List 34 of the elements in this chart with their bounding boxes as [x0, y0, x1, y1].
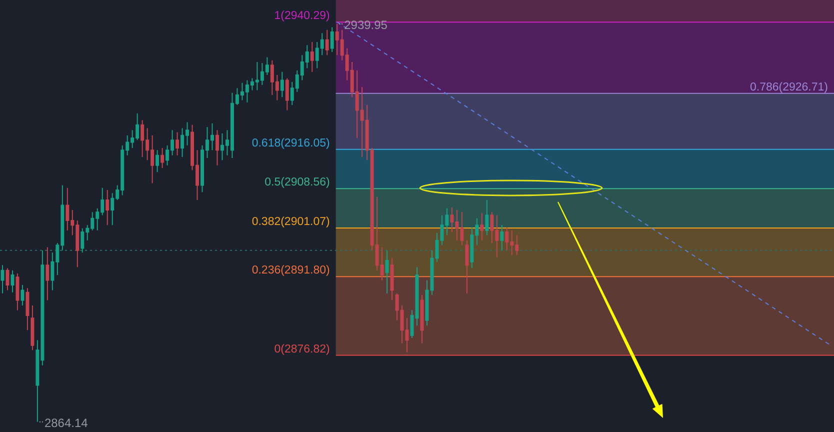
- ref-line-label: 0.786(2926.71): [750, 81, 828, 94]
- ref-line-label: 0.618(2916.05): [252, 137, 330, 150]
- candlestick: [310, 41, 314, 72]
- candlestick: [280, 71, 284, 98]
- candlestick: [160, 148, 164, 168]
- candlestick: [390, 258, 394, 301]
- candlestick: [485, 199, 489, 236]
- ref-line-label: 0.236(2891.80): [252, 264, 330, 277]
- candlestick: [330, 26, 334, 52]
- candlestick: [215, 130, 219, 166]
- candlestick: [10, 270, 14, 293]
- candlestick: [285, 78, 289, 111]
- text: 2939.95: [344, 18, 388, 32]
- candlestick: [420, 294, 424, 344]
- candlestick: [500, 224, 504, 251]
- candlestick: [176, 132, 180, 156]
- ref-line-label: 0(2876.82): [274, 343, 330, 356]
- ref-line-label: 1(2940.29): [274, 10, 330, 22]
- candlestick: [156, 150, 160, 173]
- text: 2864.14: [44, 416, 88, 430]
- candlestick: [46, 246, 50, 301]
- candlestick: [106, 190, 110, 226]
- candlestick: [20, 284, 24, 306]
- candlestick: [30, 304, 34, 351]
- candlestick: [385, 250, 389, 294]
- candlestick: [325, 29, 329, 56]
- candlestick: [0, 264, 4, 294]
- candlestick: [26, 288, 30, 331]
- candlestick: [465, 240, 469, 294]
- candlestick: [16, 272, 20, 311]
- ref-line-label: 0.382(2901.07): [252, 216, 330, 228]
- candlestick: [480, 212, 484, 241]
- candlestick: [6, 268, 10, 291]
- ref-line-label: 0.5(2908.56): [264, 176, 330, 189]
